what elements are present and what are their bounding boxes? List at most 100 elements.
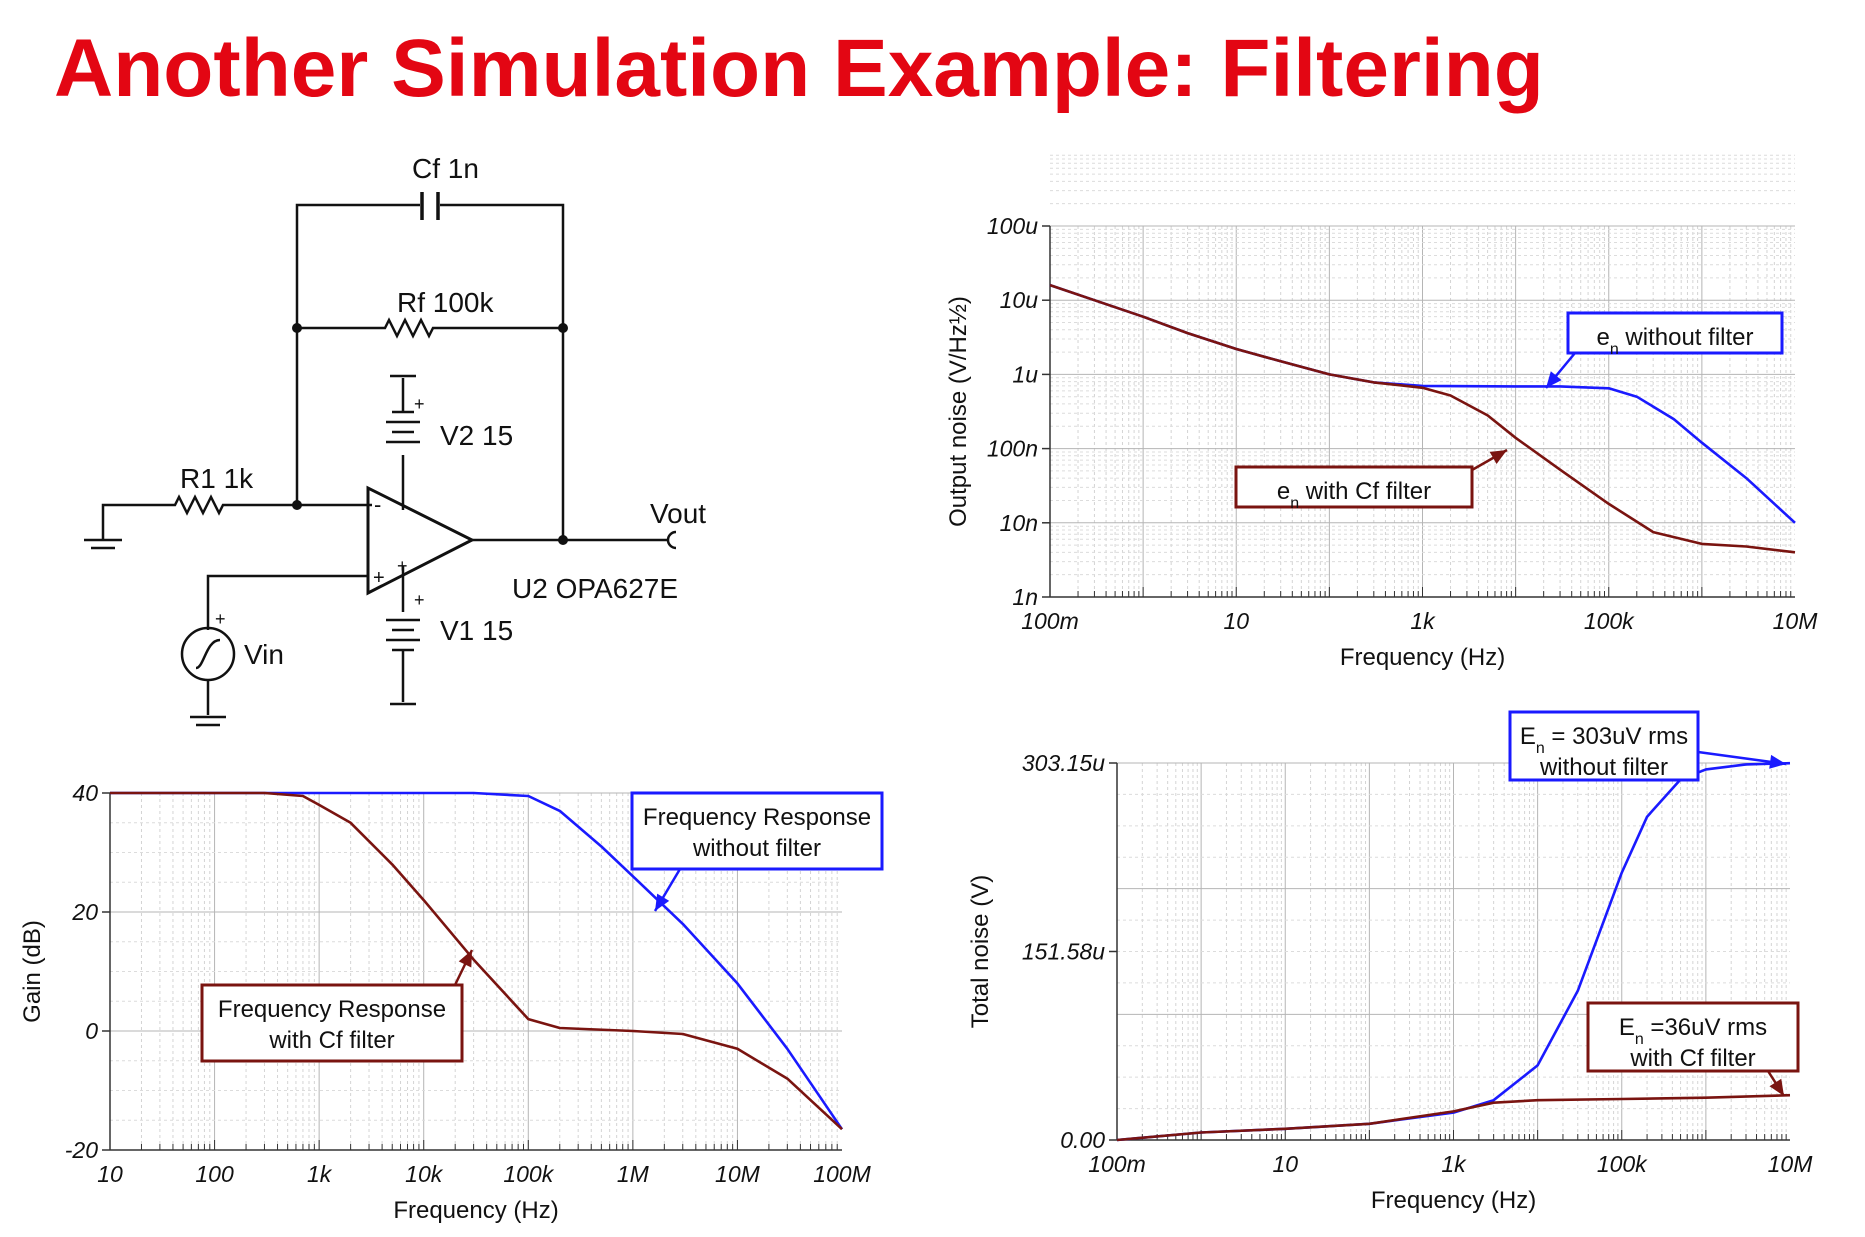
cf-label: Cf 1n [412,153,479,184]
opamp-noninv-wire [206,574,368,630]
x-tick-label: 10 [1272,1151,1298,1177]
opamp-triangle [366,485,476,596]
annotation-box [630,791,884,871]
annotation-text: Frequency Response [643,804,871,831]
node-dot [558,535,568,545]
annotation-arrowhead [1769,1078,1784,1096]
cf-wire-right [440,203,565,330]
x-tick-label: 10M [1768,1151,1814,1177]
vin-source [180,626,236,682]
y-tick-label: 1n [1012,584,1038,610]
v2-plus-sign: + [414,394,425,414]
annotation-arrowhead [1546,371,1562,388]
x-tick-label: 10 [1223,608,1249,634]
x-tick-label: 100m [1021,608,1079,634]
cf-wire-left [295,203,420,330]
y-tick-label: 100n [987,436,1038,462]
v2-label: V2 15 [440,420,513,451]
x-axis-minor-ticks [1116,1130,1787,1140]
y-axis-label: Gain (dB) [19,920,46,1023]
x-tick-label: 1M [617,1161,650,1187]
node-dot [558,323,568,333]
x-tick-label: 1k [1441,1151,1467,1177]
x-axis-label: Frequency (Hz) [1371,1187,1536,1214]
x-tick-label: 1k [1410,608,1436,634]
series-line-no-filter [110,791,844,1130]
annotation-text: en with Cf filter [1277,478,1431,512]
rf-resistor [297,317,563,339]
x-tick-label: 10k [405,1161,444,1187]
v1-plus-sign: + [414,590,425,610]
annotation-text: without filter [1539,754,1668,781]
y-tick-label: 40 [72,780,98,806]
opamp-minus-sign: - [374,492,381,517]
vin-plus-sign: + [215,609,226,629]
vin-label: Vin [244,639,284,670]
y-tick-label: 303.15u [1022,750,1105,776]
x-tick-label: 100k [503,1161,554,1187]
x-axis-minor-ticks [1049,587,1792,597]
y-tick-label: 10u [1000,287,1039,313]
vin-step-symbol [195,638,221,670]
ground-vin [190,715,226,727]
annotation-text: without filter [692,835,821,862]
x-axis-label: Frequency (Hz) [1340,644,1505,671]
y-tick-label: 151.58u [1022,938,1105,964]
node-dot [292,323,302,333]
annotation-text: with Cf filter [1629,1045,1755,1072]
v2-battery [386,378,420,444]
ground-left [84,538,122,550]
annotation-box [1234,465,1474,509]
noise-density-chart: 100m 10 1k 100k 10M 100u 10u 1u 100n 10n 1n Frequen… [945,154,1819,671]
y-tick-label: -20 [65,1137,98,1163]
annotation-text: en without filter [1597,324,1754,358]
x-tick-label: 100M [813,1161,871,1187]
x-tick-label: 100m [1088,1151,1146,1177]
annotation-arrowhead [458,950,472,968]
circuit-schematic [84,192,677,727]
total-noise-chart: 100m 10 1k 100k 10M 303.15u 151.58u 0.00 Frequen… [967,710,1814,1214]
annotation-text: En =36uV rms [1619,1014,1767,1048]
annotation-box [1508,710,1700,782]
opamp-pin-plus-sign: + [397,556,408,576]
x-tick-label: 1k [307,1161,333,1187]
x-tick-label: 10 [97,1161,123,1187]
x-tick-label: 100k [1584,608,1635,634]
v1-label: V1 15 [440,615,513,646]
annotation-box [1586,1001,1800,1073]
annotation-en-without-filter: en without filter [1545,311,1784,389]
x-gridlines [1049,226,1792,597]
annotation-arrowhead [1489,450,1507,465]
y-tick-label: 0 [85,1018,98,1044]
opamp-label: U2 OPA627E [512,573,678,604]
annotation-text: Frequency Response [218,996,446,1023]
annotation-en-with-cf-filter: en with Cf filter [1234,448,1508,512]
annotation-text: with Cf filter [268,1027,394,1054]
annotation-fr-without-filter: Frequency Response without filter [630,791,884,912]
y-tick-label: 100u [987,213,1038,239]
slide-title: Another Simulation Example: Filtering [54,23,1544,114]
y-tick-label: 10n [1000,510,1038,536]
node-dot [292,500,302,510]
y-axis-label: Output noise (V/Hz½) [945,296,972,527]
x-tick-label: 10M [1773,608,1819,634]
series-line-cf-filter [110,791,843,1131]
schematic-labels: Cf 1n Rf 100k R1 1k V2 15 V1 15 Vout U2 … [180,153,706,670]
inverting-node-wire [295,328,372,507]
annotation-box [200,983,464,1063]
y-axis-label: Total noise (V) [967,875,994,1028]
series-line-cf-filter [1116,1093,1791,1142]
y-tick-label: 20 [71,899,98,925]
vout-terminal [666,530,677,550]
opamp-plus-sign: + [373,567,385,589]
x-tick-label: 100 [195,1161,234,1187]
annotation-text: En = 303uV rms [1520,723,1688,757]
circuit-nodes [292,323,568,545]
v1-battery [386,618,420,702]
annotation-arrowhead [655,893,670,911]
vout-label: Vout [650,498,706,529]
r1-resistor [101,494,297,540]
x-tick-label: 100k [1597,1151,1648,1177]
